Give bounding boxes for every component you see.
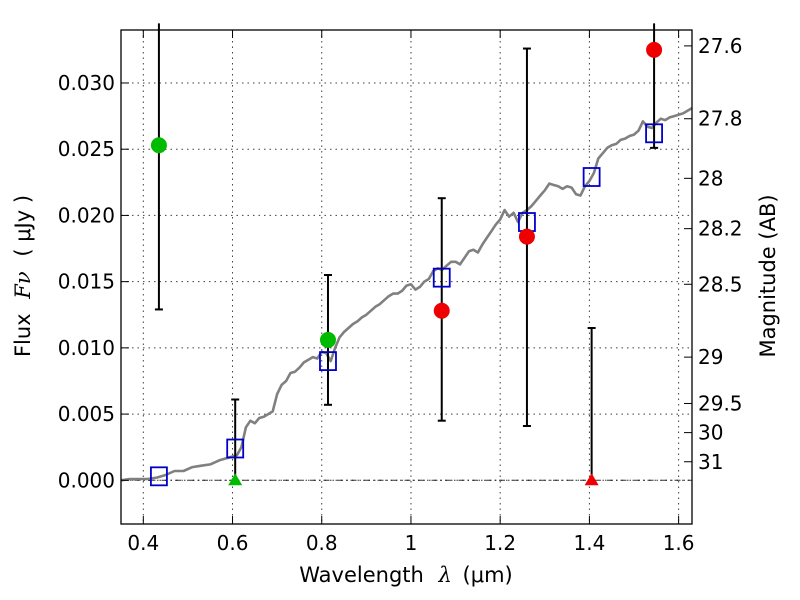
error-bars	[154, 23, 659, 481]
observed-flux-marker	[319, 331, 336, 348]
y-axis-label-unit: ( μJy )	[11, 195, 35, 257]
data-markers	[150, 41, 663, 487]
x-axis-label-unit: (μm)	[463, 563, 513, 587]
x-axis-label: Wavelength λ (μm)	[299, 563, 512, 587]
observed-flux-marker	[433, 302, 450, 319]
x-tick-label: 1.4	[573, 531, 605, 555]
x-tick-label: 0.4	[127, 531, 159, 555]
magnitude-tick-label: 28.2	[698, 217, 743, 241]
x-tick-label: 1.2	[484, 531, 516, 555]
grid-lines	[121, 30, 692, 524]
y-tick-label: 0.015	[58, 270, 115, 294]
plot-frame	[120, 29, 693, 525]
x-tick-label: 0.8	[306, 531, 338, 555]
y-axis-label-symbol: Fν	[11, 271, 35, 300]
model-photometry-marker	[645, 123, 663, 144]
upper-limit-marker	[584, 473, 599, 486]
y-axis-label: Flux Fν ( μJy )	[11, 195, 35, 357]
magnitude-tick-label: 27.8	[698, 107, 743, 131]
x-tick-label: 0.6	[217, 531, 249, 555]
y-axis-label-prefix: Flux	[11, 313, 35, 357]
y-tick-label: 0.010	[58, 336, 115, 360]
observed-flux-marker	[150, 137, 167, 154]
magnitude-tick-label: 28	[698, 166, 723, 190]
model-photometry-marker	[432, 267, 451, 288]
model-photometry-marker	[319, 351, 337, 371]
model-photometry-marker	[226, 438, 245, 459]
observed-flux-marker	[518, 228, 535, 245]
magnitude-axis-ticks: 27.6 27.8 28 28.2 28.5 29 29.5 30 31	[684, 34, 743, 474]
magnitude-tick-label: 31	[698, 450, 723, 474]
y-tick-label: 0.005	[58, 402, 115, 426]
model-photometry-marker	[150, 466, 168, 487]
upper-limit-marker	[228, 473, 243, 486]
model-spectrum	[120, 106, 693, 482]
x-axis-ticks: 0.4 0.6 0.8 1 1.2 1.4 1.6	[127, 30, 695, 555]
y-tick-label: 0.020	[58, 203, 115, 227]
spectrum-line	[120, 106, 693, 482]
magnitude-tick-label: 29	[698, 345, 723, 369]
magnitude-tick-label: 28.5	[698, 272, 743, 296]
magnitude-tick-label: 27.6	[698, 34, 743, 58]
x-axis-label-symbol: λ	[438, 563, 452, 587]
model-photometry-marker	[582, 167, 601, 187]
observed-flux-marker	[646, 41, 663, 58]
x-tick-label: 1	[405, 531, 418, 555]
magnitude-tick-label: 29.5	[698, 391, 743, 415]
y-tick-label: 0.025	[58, 137, 115, 161]
magnitude-tick-label: 30	[698, 421, 723, 445]
y-tick-label: 0.030	[58, 71, 115, 95]
x-axis-label-prefix: Wavelength	[299, 563, 424, 587]
y-tick-label: 0.000	[58, 468, 115, 492]
magnitude-axis-label: Magnitude (AB)	[756, 194, 780, 357]
y-axis-ticks: 0.000 0.005 0.010 0.015 0.020 0.025 0.030	[58, 71, 129, 492]
x-tick-label: 1.6	[663, 531, 695, 555]
